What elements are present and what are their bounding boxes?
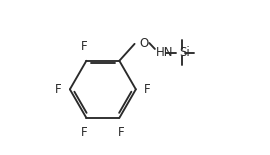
Text: F: F xyxy=(80,40,87,53)
Text: F: F xyxy=(55,83,62,96)
Text: Si: Si xyxy=(179,46,190,59)
Text: HN: HN xyxy=(156,46,173,59)
Text: O: O xyxy=(139,37,148,49)
Text: F: F xyxy=(144,83,151,96)
Text: F: F xyxy=(118,126,124,139)
Text: F: F xyxy=(81,126,88,139)
